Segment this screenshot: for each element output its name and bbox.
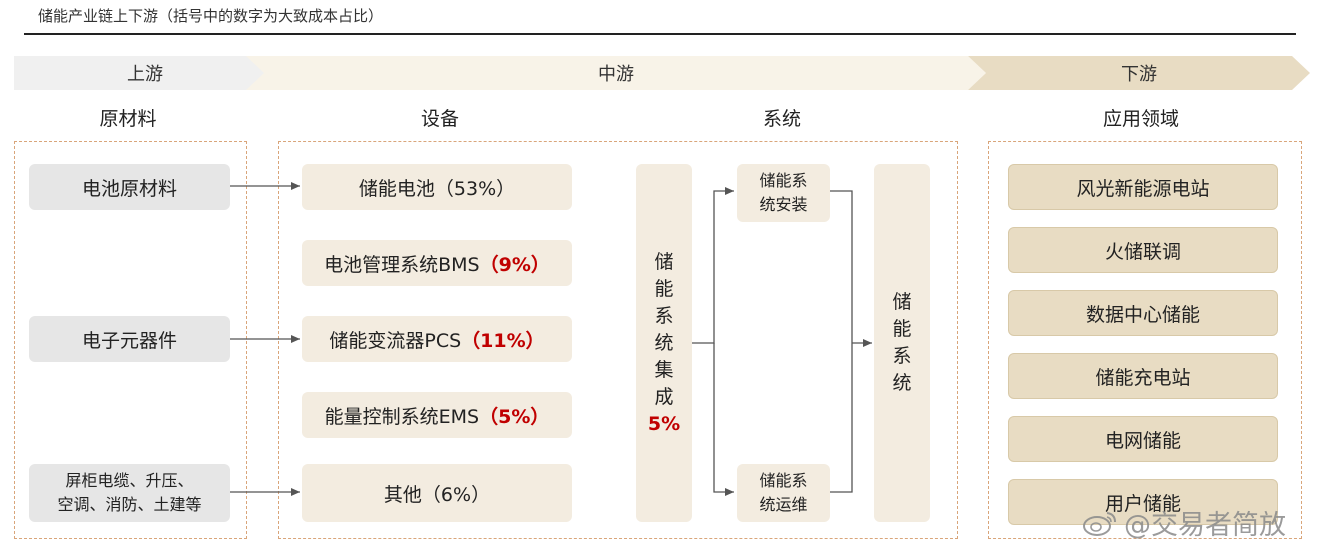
application-label: 用户储能 bbox=[1104, 492, 1181, 515]
watermark-text: @交易者简放 bbox=[1124, 510, 1286, 541]
equipment-ems-pct: （5%） bbox=[479, 405, 550, 428]
watermark: @交易者简放 bbox=[1082, 503, 1286, 542]
column-raw-materials: 原材料 bbox=[99, 108, 157, 130]
raw-electronic-components: 电子元器件 bbox=[29, 316, 230, 362]
equipment-bms-name: 电池管理系统BMS bbox=[324, 253, 480, 276]
raw-other-line1: 屏柜电缆、升压、 bbox=[65, 471, 194, 490]
equipment-battery: 储能电池 （53%） bbox=[302, 164, 572, 210]
equipment-battery-pct: （53%） bbox=[434, 177, 516, 200]
equipment-pcs-pct: （11%） bbox=[461, 329, 545, 352]
system-integration-box: 储 能 系 统 集 成 5% bbox=[636, 164, 692, 522]
column-equipment: 设备 bbox=[420, 108, 459, 130]
diagram-title: 储能产业链上下游（括号中的数字为大致成本占比） bbox=[38, 7, 384, 25]
application-thermal-storage: 火储联调 bbox=[1008, 227, 1278, 273]
equipment-battery-name: 储能电池 bbox=[358, 177, 435, 200]
application-datacenter: 数据中心储能 bbox=[1008, 290, 1278, 336]
integration-char: 集 bbox=[654, 358, 674, 381]
arrow-to-install bbox=[692, 187, 734, 344]
storage-system-box: 储 能 系 统 bbox=[874, 164, 930, 522]
system-char: 储 bbox=[892, 291, 912, 313]
column-system: 系统 bbox=[762, 108, 801, 130]
install-line1: 储能系 bbox=[759, 171, 808, 190]
raw-battery-materials-label: 电池原材料 bbox=[81, 177, 177, 200]
application-user-storage: 用户储能 bbox=[1008, 479, 1278, 525]
raw-other-line2: 空调、消防、土建等 bbox=[57, 495, 202, 514]
weibo-icon bbox=[1083, 511, 1116, 536]
system-maintain-box: 储能系 统运维 bbox=[737, 464, 830, 522]
column-application: 应用领域 bbox=[1102, 108, 1179, 130]
integration-char: 成 bbox=[654, 385, 674, 408]
title-rule bbox=[24, 33, 1296, 35]
stage-downstream: 下游 bbox=[968, 56, 1310, 90]
equipment-pcs-name: 储能变流器PCS bbox=[329, 329, 462, 352]
raw-other-materials: 屏柜电缆、升压、 空调、消防、土建等 bbox=[29, 464, 230, 522]
system-char: 能 bbox=[892, 318, 912, 340]
equipment-bms: 电池管理系统BMS （9%） bbox=[302, 240, 572, 286]
stage-midstream: 中游 bbox=[246, 56, 986, 90]
equipment-ems-name: 能量控制系统EMS bbox=[324, 405, 480, 428]
applications-frame bbox=[988, 141, 1302, 539]
application-label: 数据中心储能 bbox=[1085, 303, 1200, 326]
application-renewable-station: 风光新能源电站 bbox=[1008, 164, 1278, 210]
system-install-box: 储能系 统安装 bbox=[737, 164, 830, 222]
system-char: 系 bbox=[892, 345, 912, 367]
raw-materials-frame bbox=[14, 141, 247, 539]
system-char: 统 bbox=[892, 372, 912, 394]
integration-char: 能 bbox=[654, 277, 674, 300]
equipment-ems: 能量控制系统EMS （5%） bbox=[302, 392, 572, 438]
application-label: 风光新能源电站 bbox=[1076, 177, 1210, 200]
application-grid-storage: 电网储能 bbox=[1008, 416, 1278, 462]
install-line2: 统安装 bbox=[759, 195, 808, 214]
application-label: 电网储能 bbox=[1104, 429, 1181, 452]
midstream-frame bbox=[278, 141, 958, 539]
equipment-other-name: 其他 bbox=[383, 483, 422, 506]
merge-line bbox=[830, 190, 853, 493]
application-label: 储能充电站 bbox=[1095, 366, 1191, 389]
integration-char: 统 bbox=[654, 331, 674, 354]
maintain-line1: 储能系 bbox=[759, 471, 808, 490]
integration-char: 储 bbox=[654, 250, 674, 273]
stage-upstream: 上游 bbox=[14, 56, 276, 90]
integration-char: 系 bbox=[654, 304, 674, 327]
equipment-pcs: 储能变流器PCS （11%） bbox=[302, 316, 572, 362]
equipment-other: 其他 （6%） bbox=[302, 464, 572, 522]
raw-electronic-components-label: 电子元器件 bbox=[81, 329, 177, 352]
maintain-line2: 统运维 bbox=[759, 495, 808, 514]
application-charging-station: 储能充电站 bbox=[1008, 353, 1278, 399]
arrow-to-maintain bbox=[713, 343, 734, 496]
equipment-other-pct: （6%） bbox=[421, 483, 491, 506]
equipment-bms-pct: （9%） bbox=[479, 253, 550, 276]
application-label: 火储联调 bbox=[1104, 240, 1181, 263]
raw-battery-materials: 电池原材料 bbox=[29, 164, 230, 210]
integration-pct: 5% bbox=[647, 412, 681, 435]
